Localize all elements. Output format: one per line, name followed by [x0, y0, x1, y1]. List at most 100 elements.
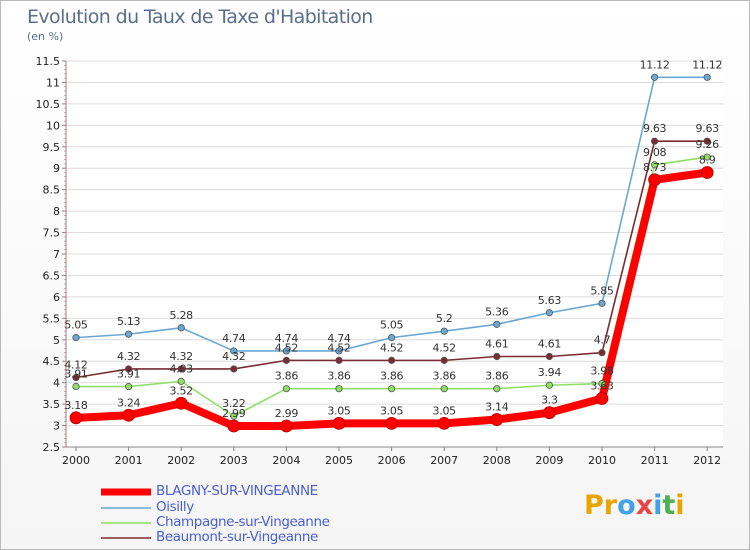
- data-point: [437, 417, 451, 430]
- data-label: 9.26: [696, 138, 720, 151]
- data-label: 9.63: [643, 122, 667, 135]
- logo-letter: i: [675, 490, 685, 521]
- logo-letter: r: [603, 490, 618, 521]
- data-label: 3.22: [222, 397, 245, 410]
- data-label: 2.99: [275, 407, 299, 420]
- data-label: 3.3: [541, 394, 558, 407]
- data-label: 3.86: [327, 370, 351, 383]
- data-point: [125, 365, 133, 373]
- x-tick-label: 2009: [535, 454, 563, 467]
- data-point: [440, 356, 448, 364]
- data-label: 3.24: [117, 396, 141, 409]
- data-label: 9.63: [696, 122, 720, 135]
- data-label: 3.86: [433, 370, 457, 383]
- data-point: [650, 137, 659, 145]
- data-point: [230, 347, 238, 355]
- x-tick-label: 2006: [378, 454, 406, 467]
- chart-unit-label: (en %): [27, 30, 64, 43]
- data-label: 3.18: [64, 399, 88, 412]
- y-tick-label: 9: [53, 162, 60, 175]
- data-label: 3.05: [433, 404, 457, 417]
- data-point: [174, 396, 188, 410]
- x-tick-label: 2012: [693, 454, 721, 467]
- y-tick-label: 5: [53, 334, 60, 347]
- data-point: [543, 406, 556, 420]
- data-point: [335, 347, 343, 355]
- data-label: 8.9: [699, 154, 716, 167]
- data-point: [385, 417, 399, 430]
- legend-label: Champagne-sur-Vingeanne: [156, 514, 330, 530]
- data-point: [387, 385, 396, 393]
- data-label: 3.98: [590, 365, 614, 378]
- data-label: 8.73: [643, 161, 667, 174]
- x-tick-label: 2010: [588, 454, 616, 467]
- y-tick-label: 7: [53, 248, 60, 261]
- data-label: 11.12: [640, 58, 670, 71]
- data-point: [227, 419, 241, 433]
- data-label: 5.63: [538, 294, 562, 307]
- data-point: [703, 153, 711, 161]
- data-point: [387, 334, 396, 342]
- data-point: [335, 385, 343, 393]
- data-point: [72, 382, 80, 391]
- data-point: [703, 73, 711, 81]
- data-point: [598, 299, 606, 307]
- data-point: [122, 408, 135, 422]
- data-label: 4.52: [327, 341, 350, 354]
- data-point: [282, 385, 290, 393]
- y-tick-label: 4: [53, 377, 60, 390]
- data-label: 5.28: [170, 309, 194, 322]
- data-point: [703, 137, 711, 145]
- x-tick-label: 2004: [272, 454, 300, 467]
- x-tick-label: 2005: [325, 454, 353, 467]
- data-point: [335, 356, 343, 364]
- y-tick-label: 5.5: [43, 312, 61, 325]
- data-label: 4.32: [117, 350, 140, 363]
- data-point: [493, 320, 501, 328]
- legend-label: Oisilly: [156, 499, 194, 515]
- data-point: [177, 377, 185, 385]
- data-label: 5.2: [436, 312, 453, 325]
- data-point: [440, 385, 448, 393]
- data-label: 3.05: [380, 404, 404, 417]
- data-label: 4.52: [275, 341, 298, 354]
- data-point: [490, 413, 504, 426]
- y-tick-label: 2.5: [43, 441, 61, 454]
- data-point: [230, 412, 238, 420]
- data-point: [648, 173, 661, 187]
- y-tick-label: 4.5: [43, 355, 61, 368]
- data-label: 5.05: [64, 319, 88, 332]
- data-label: 4.74: [222, 332, 246, 345]
- data-label: 3.94: [538, 366, 562, 379]
- data-label: 4.12: [64, 359, 87, 372]
- data-label: 5.13: [117, 315, 141, 328]
- data-point: [493, 352, 501, 361]
- data-point: [545, 352, 554, 361]
- data-label: 3.91: [117, 368, 140, 381]
- data-label: 4.52: [380, 341, 403, 354]
- data-point: [177, 365, 185, 373]
- x-tick-label: 2000: [62, 454, 90, 467]
- data-label: 4.61: [485, 338, 508, 351]
- y-tick-label: 6: [53, 291, 60, 304]
- x-tick-label: 2003: [220, 454, 248, 467]
- y-tick-label: 6.5: [43, 269, 61, 282]
- x-tick-label: 2007: [430, 454, 458, 467]
- data-label: 3.91: [64, 368, 87, 381]
- data-label: 4.03: [170, 362, 194, 375]
- data-point: [69, 411, 83, 425]
- data-point: [598, 349, 606, 357]
- data-label: 3.52: [170, 384, 193, 397]
- data-point: [650, 73, 659, 81]
- data-label: 4.7: [594, 334, 611, 347]
- chart-title: Evolution du Taux de Taxe d'Habitation: [27, 6, 373, 28]
- data-point: [72, 373, 80, 382]
- x-tick-label: 2001: [115, 454, 143, 467]
- data-point: [125, 382, 133, 391]
- data-label: 9.08: [643, 146, 667, 159]
- data-label: 3.63: [590, 380, 614, 393]
- data-label: 3.86: [275, 370, 299, 383]
- data-point: [279, 419, 293, 433]
- data-label: 4.74: [327, 332, 351, 345]
